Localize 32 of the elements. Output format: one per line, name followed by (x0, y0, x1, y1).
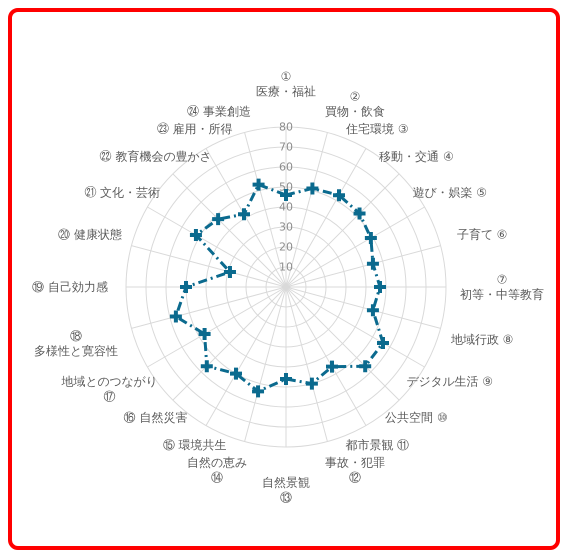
y-tick-label: 20 (279, 240, 293, 254)
y-tick-label: 70 (279, 140, 293, 154)
spoke-label: ⑲ 自己効力感 (32, 280, 108, 294)
spoke-label: 自然景観 ⑬ (262, 476, 310, 504)
spoke-label: ② 買物・飲食 (325, 89, 386, 118)
y-tick-label: 10 (279, 260, 293, 274)
spoke-label: 住宅環境 ③ (345, 122, 409, 136)
spoke-label: 遊び・娯楽 ⑤ (412, 186, 487, 200)
spoke-label: ⑱ 多様性と寛容性 (34, 328, 118, 358)
y-tick-label: 30 (279, 220, 293, 234)
spoke-label: 自然の恵み ⑭ (186, 456, 247, 485)
spoke-label: ㉓ 雇用・所得 (156, 122, 233, 136)
spoke-label: ⑦ 初等・中等教育 (460, 272, 544, 302)
spoke-label: ㉔ 事業創造 (187, 104, 251, 118)
y-tick-label: 40 (279, 200, 293, 214)
y-tick-label: 80 (279, 120, 293, 134)
spoke-label: 公共空間 ⑩ (385, 410, 448, 425)
y-tick-label: 50 (279, 180, 293, 194)
y-tick-label: 60 (279, 160, 293, 174)
spoke-label: 移動・交通 ④ (379, 149, 454, 164)
spoke-label: ⑯ 自然災害 (124, 410, 188, 425)
spoke-label: 地域とのつながり ⑰ (60, 374, 158, 404)
spoke-label: ① 医療・福祉 (256, 70, 316, 98)
spoke-label: 子育て ⑥ (456, 227, 508, 242)
spoke-label: 事故・犯罪 ⑫ (325, 456, 386, 485)
spoke-label: ㉒ 教育機会の豊かさ (100, 149, 212, 164)
spoke-label: ㉑ 文化・芸術 (84, 186, 160, 200)
spoke-label: ⑳ 健康状態 (58, 227, 122, 242)
spoke-label: ⑮ 環境共生 (162, 438, 227, 452)
spoke-label: 都市景観 ⑪ (345, 438, 410, 452)
spoke-label: 地域行政 ⑧ (450, 332, 514, 347)
spoke-label: デジタル生活 ⑨ (406, 374, 493, 388)
